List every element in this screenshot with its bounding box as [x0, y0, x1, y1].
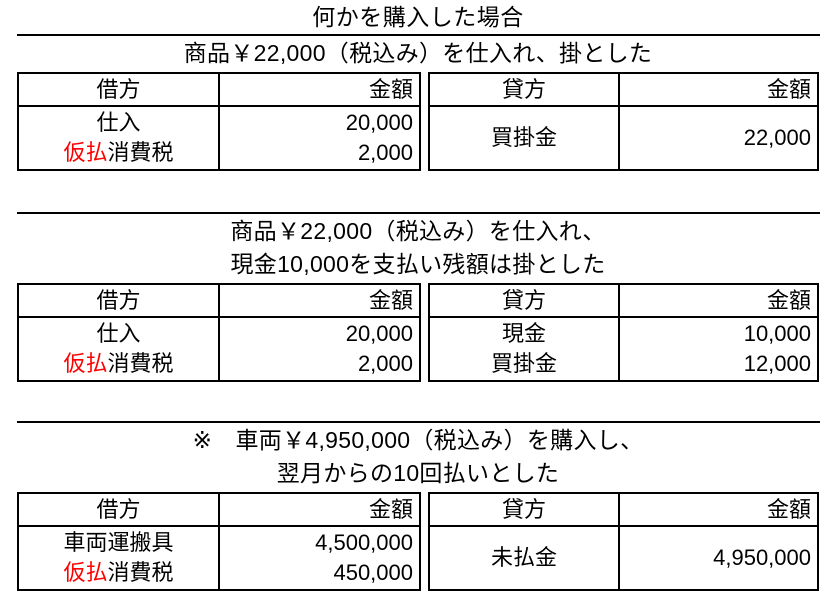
- credit-account-line-1: 現金: [501, 321, 546, 346]
- credit-amount-cell: 10,000 12,000: [620, 318, 817, 380]
- section-2-caption-line-2: 現金10,000を支払い残額は掛とした: [230, 251, 606, 277]
- credit-account-line-1: 買掛金: [490, 125, 557, 150]
- section-1: 商品￥22,000（税込み）を仕入れ、掛とした 借方 金額 仕入 仮払消費税 2…: [0, 36, 836, 171]
- table-row: 車両運搬具 仮払消費税 4,500,000 450,000: [19, 527, 419, 589]
- column-header-credit-account: 貸方: [430, 74, 620, 105]
- table-row: 仕入 仮払消費税 20,000 2,000: [19, 318, 419, 380]
- debit-account-text-2: 消費税: [107, 351, 174, 376]
- credit-account-cell: 未払金: [430, 527, 620, 589]
- credit-account-cell: 買掛金: [430, 107, 620, 169]
- credit-amount-cell: 22,000: [620, 107, 817, 169]
- column-header-credit-amount: 金額: [766, 496, 811, 522]
- column-header-debit-account: 借方: [19, 74, 220, 105]
- page-title: 何かを購入した場合: [312, 4, 524, 30]
- debit-account-text-2: 消費税: [107, 560, 174, 585]
- debit-amount-line-2: 450,000: [333, 560, 413, 585]
- table-row: 未払金 4,950,000: [430, 527, 817, 589]
- section-3-debit-table: 借方 金額 車両運搬具 仮払消費税 4,500,000 450,000: [17, 492, 421, 591]
- debit-amount-line-2: 2,000: [357, 140, 413, 165]
- credit-amount-cell: 4,950,000: [620, 527, 817, 589]
- tax-prefix-highlight: 仮払: [63, 351, 108, 376]
- section-3-caption-line-1: ※ 車両￥4,950,000（税込み）を購入し、: [192, 427, 644, 453]
- section-2-journal-entry: 借方 金額 仕入 仮払消費税 20,000 2,000 貸方: [17, 283, 820, 382]
- debit-account-line-2: 仮払消費税: [63, 349, 173, 379]
- credit-account-cell: 現金 買掛金: [430, 318, 620, 380]
- debit-account-cell: 仕入 仮払消費税: [19, 107, 220, 169]
- debit-account-text-1: 仕入: [96, 110, 141, 135]
- credit-account-line-2: 買掛金: [490, 351, 557, 376]
- section-1-journal-entry: 借方 金額 仕入 仮払消費税 20,000 2,000 貸方: [17, 72, 820, 171]
- section-spacer-2: [0, 382, 836, 420]
- debit-account-line-1: 仕入: [96, 321, 141, 346]
- section-3-journal-entry: 借方 金額 車両運搬具 仮払消費税 4,500,000 450,000 貸: [17, 492, 820, 591]
- column-header-credit-account: 貸方: [430, 494, 620, 525]
- section-1-debit-table: 借方 金額 仕入 仮払消費税 20,000 2,000: [17, 72, 421, 171]
- debit-amount-cell: 4,500,000 450,000: [220, 527, 419, 589]
- debit-account-line-2: 仮払消費税: [63, 138, 173, 168]
- debit-account-line-1: 車両運搬具: [63, 530, 174, 555]
- table-row: 現金 買掛金 10,000 12,000: [430, 318, 817, 380]
- debit-amount-cell: 20,000 2,000: [220, 318, 419, 380]
- section-1-caption-line-1: 商品￥22,000（税込み）を仕入れ、掛とした: [183, 40, 653, 66]
- column-header-debit-account: 借方: [19, 494, 220, 525]
- section-3-divider: [17, 421, 820, 423]
- section-3-credit-table: 貸方 金額 未払金 4,950,000: [428, 492, 819, 591]
- debit-amount-line-1: 4,500,000: [315, 530, 413, 555]
- credit-amount-line-2: 12,000: [743, 351, 811, 376]
- section-2-caption-line-1: 商品￥22,000（税込み）を仕入れ、: [230, 218, 606, 244]
- section-2: 商品￥22,000（税込み）を仕入れ、 現金10,000を支払い残額は掛とした …: [0, 212, 836, 382]
- credit-amount-line-1: 10,000: [743, 321, 811, 346]
- table-row: 仕入 仮払消費税 20,000 2,000: [19, 107, 419, 169]
- credit-amount-line-1: 22,000: [743, 125, 811, 150]
- debit-account-cell: 仕入 仮払消費税: [19, 318, 220, 380]
- column-header-credit-amount: 金額: [766, 287, 811, 313]
- tax-prefix-highlight: 仮払: [63, 560, 108, 585]
- section-2-divider: [17, 212, 820, 214]
- section-spacer-1: [0, 171, 836, 211]
- title-divider: [17, 34, 820, 36]
- debit-amount-cell: 20,000 2,000: [220, 107, 419, 169]
- debit-amount-line-1: 20,000: [345, 110, 413, 135]
- column-header-debit-amount: 金額: [368, 496, 413, 522]
- table-header-row: 借方 金額: [19, 494, 419, 527]
- tax-prefix-highlight: 仮払: [63, 140, 108, 165]
- debit-account-line-2: 仮払消費税: [63, 558, 173, 588]
- debit-account-line-1: 仕入: [96, 108, 140, 138]
- table-header-row: 貸方 金額: [430, 74, 817, 107]
- debit-account-text-2: 消費税: [107, 140, 174, 165]
- column-header-debit-amount: 金額: [368, 76, 413, 102]
- table-header-row: 借方 金額: [19, 285, 419, 318]
- column-header-debit-amount: 金額: [368, 287, 413, 313]
- table-row: 買掛金 22,000: [430, 107, 817, 169]
- table-header-row: 借方 金額: [19, 74, 419, 107]
- credit-amount-line-1: 4,950,000: [713, 545, 811, 570]
- section-2-debit-table: 借方 金額 仕入 仮払消費税 20,000 2,000: [17, 283, 421, 382]
- section-1-credit-table: 貸方 金額 買掛金 22,000: [428, 72, 819, 171]
- table-header-row: 貸方 金額: [430, 285, 817, 318]
- section-3-caption-line-2: 翌月からの10回払いとした: [276, 460, 560, 486]
- debit-account-cell: 車両運搬具 仮払消費税: [19, 527, 220, 589]
- section-2-credit-table: 貸方 金額 現金 買掛金 10,000 12,000: [428, 283, 819, 382]
- section-3: ※ 車両￥4,950,000（税込み）を購入し、 翌月からの10回払いとした 借…: [0, 421, 836, 591]
- credit-account-line-1: 未払金: [490, 545, 557, 570]
- column-header-credit-account: 貸方: [430, 285, 620, 316]
- debit-amount-line-2: 2,000: [357, 351, 413, 376]
- column-header-debit-account: 借方: [19, 285, 220, 316]
- table-header-row: 貸方 金額: [430, 494, 817, 527]
- debit-amount-line-1: 20,000: [345, 321, 413, 346]
- column-header-credit-amount: 金額: [766, 76, 811, 102]
